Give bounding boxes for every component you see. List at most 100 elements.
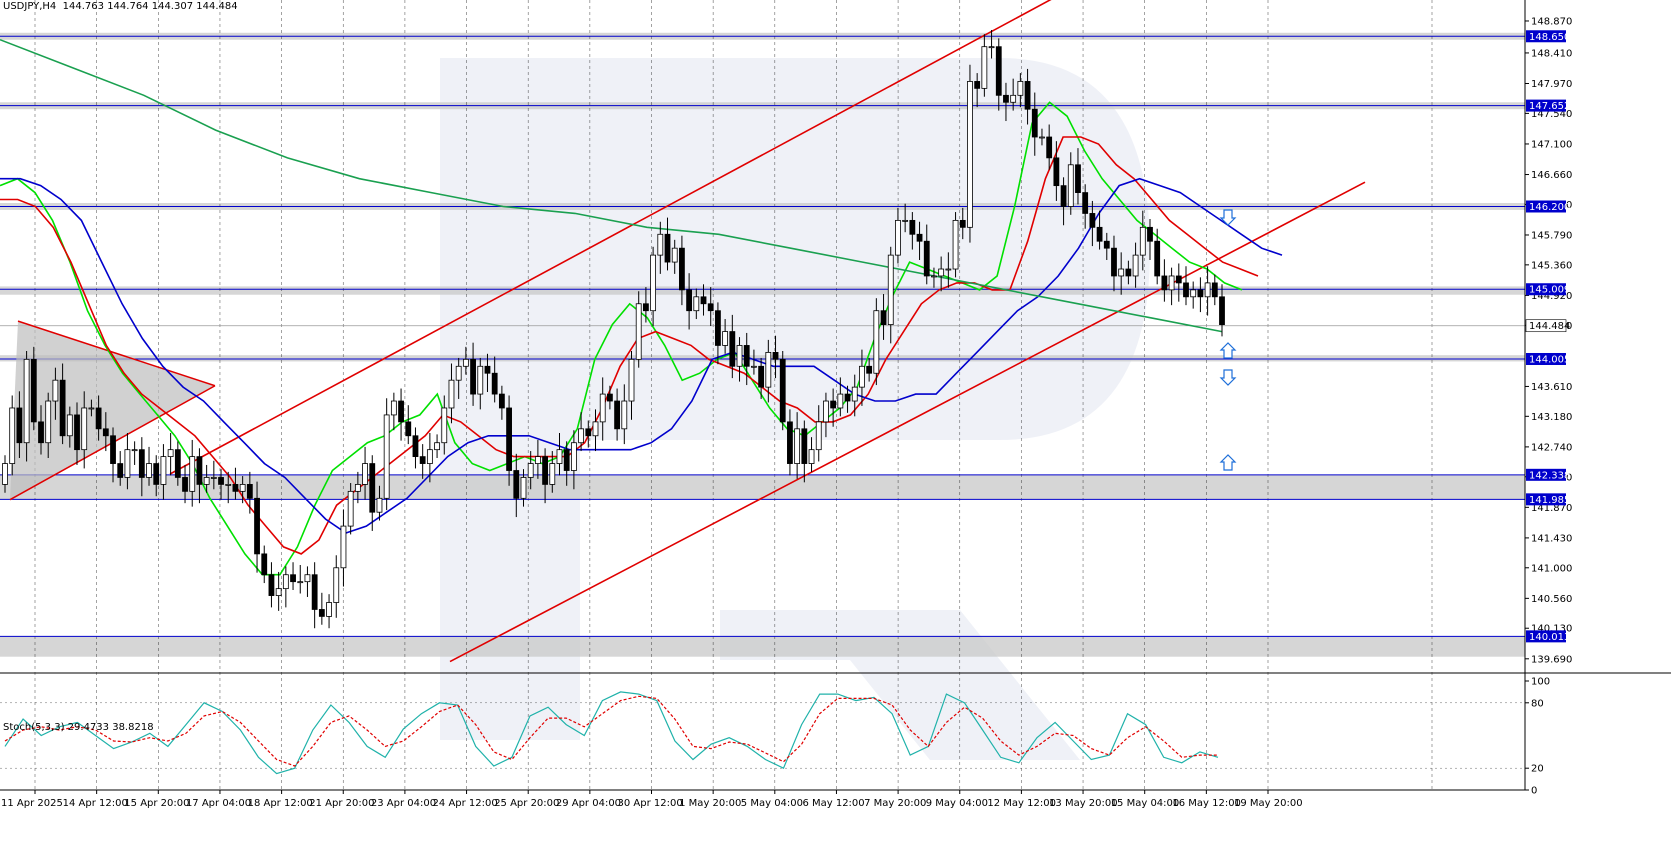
current-price-label: 144.484 [1529,321,1570,332]
level-zone-4 [0,355,1525,362]
candle-bull [592,421,599,437]
candle-bear [38,421,44,444]
candle-bull [1132,254,1139,277]
ma-mid-line [0,136,1259,555]
candle-bear [405,421,412,437]
candle-bear [1103,240,1110,249]
level-zone-3 [0,286,1525,295]
candle-bull [477,365,484,395]
x-tick-label: 13 May 20:00 [1049,798,1118,809]
candle-bear [686,289,693,312]
level-zone-5 [0,474,1525,500]
y-tick-label: 144.920 [1531,291,1572,302]
stoch-signal-line [4,695,1218,767]
level-price-label: 145.009 [1529,285,1570,296]
candle-bull [275,588,282,596]
candle-bull [693,296,700,312]
candle-bear [1053,157,1060,187]
candles [2,30,1225,629]
candle-bull [1190,289,1197,298]
candle-bull [1204,282,1211,298]
candle-bull [938,268,945,277]
ohlc-values: 144.763 144.764 144.307 144.484 [62,1,238,12]
candle-bear [995,46,1002,96]
candle-bear [1060,185,1067,207]
candle-bear [110,435,116,464]
candle-bull [376,497,383,513]
candle-bear [1089,213,1096,228]
candle-bull [808,449,815,464]
candle-bull [23,358,30,444]
candle-bear [412,435,419,458]
candle-bear [614,400,621,430]
x-tick-label: 1 May 20:00 [679,798,741,809]
candle-bear [484,365,491,374]
candle-bear [196,456,203,485]
candle-bull [66,414,73,437]
candle-bull [52,379,59,402]
ohlc-header: USDJPY,H4 144.763 144.764 144.307 144.48… [3,1,238,12]
candle-bear [470,358,476,395]
y-tick-label: 146.660 [1531,170,1572,181]
y-tick-label: 141.000 [1531,563,1572,574]
candle-bear [138,449,145,478]
candle-bull [981,46,988,89]
candle-bull [81,407,88,451]
candle-bull [895,219,901,256]
y-tick-label: 140.130 [1531,624,1572,635]
stoch-label: Stoch(5,3,3) [3,722,65,733]
stochastic-panel [0,672,1671,775]
candle-bull [189,456,196,492]
x-tick-label: 30 Apr 12:00 [618,798,683,809]
candle-bull [390,400,397,416]
candle-bear [182,477,188,492]
candle-bear [959,219,966,228]
triangle-upper [17,320,216,387]
candle-bull [2,463,8,485]
y-tick-label: 143.610 [1531,382,1572,393]
candle-bear [1161,275,1168,291]
candle-bull [657,233,664,256]
candle-bear [729,331,736,367]
candle-bear [261,553,268,576]
current-price-tag [1525,319,1567,333]
x-tick-label: 15 May 04:00 [1111,798,1180,809]
candle-bear [801,428,808,464]
candle-bear [830,400,837,409]
level-price-tag [1526,200,1566,213]
candle-bull [1010,94,1017,103]
level-price-tag [1526,630,1566,643]
triangle-fill [10,321,215,500]
candle-bear [1154,240,1161,277]
level-price-tag [1526,99,1566,112]
candle-bull [578,428,584,444]
candle-bear [254,497,260,555]
candle-bear [398,400,404,423]
candle-bear [491,372,498,395]
x-tick-label: 7 May 20:00 [864,798,926,809]
level-price-label: 141.985 [1529,495,1570,506]
candle-bull [362,463,368,485]
price-channel [169,0,1366,663]
candle-bull [455,365,462,381]
candle-bear [268,574,275,596]
candle-bear [1125,268,1132,277]
candle-bull [239,484,246,492]
candle-bear [643,303,649,312]
candle-bear [563,449,570,471]
candle-bull [952,219,959,270]
x-tick-label: 24 Apr 12:00 [433,798,498,809]
candle-bear [1024,81,1031,110]
y-tick-label: 142.740 [1531,442,1572,453]
level-zone-6 [0,636,1525,657]
candle-bear [707,303,714,312]
candle-bull [1139,226,1146,256]
candle-bull [1118,268,1125,277]
level-price-label: 142.338 [1529,470,1570,481]
candle-bear [1082,192,1089,214]
candle-bear [419,456,426,464]
candle-bear [218,477,224,485]
candle-bull [722,331,729,346]
x-tick-label: 16 May 12:00 [1172,798,1241,809]
watermark-shape [720,610,1080,760]
